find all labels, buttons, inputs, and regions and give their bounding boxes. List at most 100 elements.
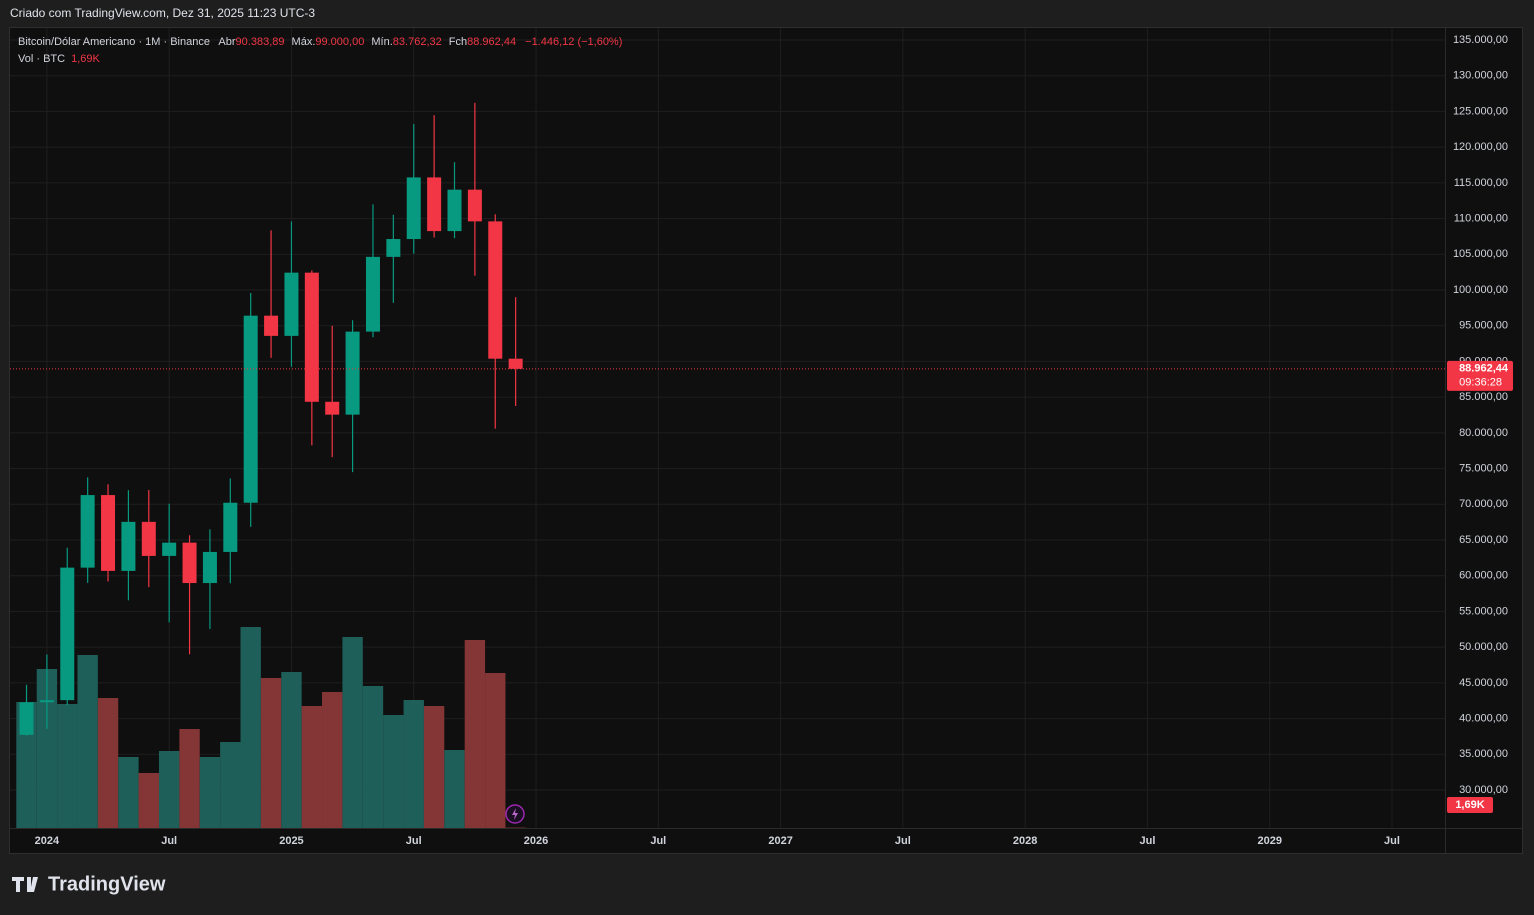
candle-body <box>427 177 442 232</box>
candle-body <box>467 189 482 222</box>
y-tick-label: 80.000,00 <box>1459 427 1508 439</box>
y-tick-label: 115.000,00 <box>1454 177 1508 189</box>
candle-body <box>447 189 462 232</box>
y-tick-label: 135.000,00 <box>1453 34 1508 46</box>
y-tick-label: 35.000,00 <box>1459 748 1508 760</box>
candle-body <box>162 542 177 556</box>
legend-change: −1.446,12 (−1,60%) <box>525 36 622 48</box>
volume-bar <box>383 715 404 828</box>
volume-bar <box>199 757 221 828</box>
volume-bar <box>36 669 58 828</box>
candle-body <box>121 521 136 571</box>
y-tick-label: 70.000,00 <box>1459 498 1508 510</box>
y-tick-label: 65.000,00 <box>1459 534 1508 546</box>
volume-bar <box>342 637 363 828</box>
candle-body <box>80 495 95 568</box>
x-tick-label: Jul <box>406 835 422 847</box>
x-tick-label: 2024 <box>35 835 60 847</box>
volume-bar <box>118 757 139 828</box>
candle-body <box>182 542 197 584</box>
x-tick-label: 2027 <box>768 835 792 847</box>
candle-body <box>304 272 319 402</box>
volume-bar <box>260 678 282 828</box>
legend-symbol: Bitcoin/Dólar Americano · 1M · Binance <box>18 36 210 48</box>
volume-bar <box>97 698 119 828</box>
candle-body <box>101 495 116 571</box>
volume-bar <box>281 672 302 828</box>
candle-body <box>141 521 156 556</box>
brand: TradingView <box>48 873 166 895</box>
volume-label-box <box>1447 797 1493 813</box>
legend-label: Máx. <box>292 36 316 48</box>
volume-bar <box>444 750 465 828</box>
legend: Bitcoin/Dólar Americano · 1M · Binance A… <box>18 36 622 48</box>
y-tick-label: 105.000,00 <box>1453 248 1508 260</box>
x-tick-label: 2029 <box>1257 835 1281 847</box>
candle-body <box>223 502 238 552</box>
legend-volume: Vol · BTC 1,69K <box>18 53 100 65</box>
legend-value: 88.962,44 <box>467 36 516 48</box>
y-tick-label: 120.000,00 <box>1453 141 1508 153</box>
y-tick-label: 100.000,00 <box>1453 284 1508 296</box>
legend-label: Vol · BTC <box>18 53 65 65</box>
y-tick-label: 75.000,00 <box>1459 462 1508 474</box>
volume-label: 1,69K <box>1455 799 1484 811</box>
pane <box>9 27 1523 854</box>
candle-body <box>202 551 217 584</box>
volume-bar <box>158 751 180 828</box>
y-tick-label: 125.000,00 <box>1453 105 1508 117</box>
header-bar <box>0 0 1534 28</box>
volume-bar <box>179 729 200 828</box>
legend-label: Fch <box>449 36 467 48</box>
candle-body <box>243 315 258 503</box>
y-tick-label: 30.000,00 <box>1459 784 1508 796</box>
x-tick-label: Jul <box>1139 835 1155 847</box>
x-tick-label: 2025 <box>279 835 303 847</box>
volume-bar <box>240 627 261 828</box>
y-tick-label: 60.000,00 <box>1459 570 1508 582</box>
y-tick-label: 95.000,00 <box>1459 320 1508 332</box>
volume-bar <box>220 742 241 828</box>
volume-bar <box>485 673 506 828</box>
volume-bar <box>57 704 78 828</box>
y-tick-label: 55.000,00 <box>1459 605 1508 617</box>
candle-body <box>264 315 279 336</box>
event-icon-bolt <box>512 808 518 820</box>
volume-bar <box>464 640 486 828</box>
brand-logo <box>12 877 38 892</box>
y-tick-label: 45.000,00 <box>1459 677 1508 689</box>
x-tick-label: 2026 <box>524 835 548 847</box>
candle-body <box>19 702 34 735</box>
candle-body <box>365 256 380 332</box>
x-tick-label: Jul <box>1384 835 1400 847</box>
candle-body <box>386 239 401 257</box>
volume-bar <box>362 686 384 828</box>
y-tick-label: 85.000,00 <box>1459 391 1508 403</box>
candle-body <box>39 700 54 703</box>
x-tick-label: Jul <box>650 835 666 847</box>
candle-body <box>406 177 421 240</box>
price-label-box <box>1447 360 1513 391</box>
legend-value: 83.762,32 <box>393 36 442 48</box>
volume-bar <box>138 773 159 828</box>
volume-bar <box>77 655 98 828</box>
candle-body <box>284 272 299 336</box>
candle-body <box>345 331 360 415</box>
legend-value: 1,69K <box>71 53 100 65</box>
legend-label: Mín. <box>371 36 392 48</box>
y-tick-label: 130.000,00 <box>1453 70 1508 82</box>
countdown: 09:36:28 <box>1459 377 1502 389</box>
legend-value: 90.383,89 <box>236 36 285 48</box>
candle-body <box>508 358 523 369</box>
candle-body <box>325 401 340 415</box>
x-tick-label: Jul <box>895 835 911 847</box>
x-tick-label: 2028 <box>1013 835 1037 847</box>
candle-body <box>488 221 503 359</box>
volume-bar <box>423 706 445 828</box>
candle-body <box>60 567 75 701</box>
header: Criado com TradingView.com, Dez 31, 2025… <box>10 6 315 20</box>
volume-bar <box>322 692 343 828</box>
volume-bar <box>403 700 424 828</box>
